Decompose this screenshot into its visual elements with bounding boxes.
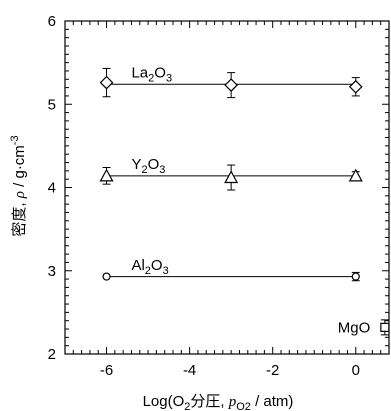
y-tick-label: 4 (48, 180, 56, 197)
x-tick-label: 0 (352, 362, 360, 379)
triangle-marker (99, 168, 114, 182)
diamond-marker (348, 79, 363, 94)
y-axis-label: 密度, ρ / g·cm-3 (9, 135, 28, 236)
series-y2o3: Y2O3 (99, 156, 363, 191)
x-tick-label: -6 (100, 362, 113, 379)
x-axis-label: Log(O2分圧, pO2 / atm) (143, 393, 294, 411)
triangle-marker (348, 168, 363, 182)
tick-labels: -6 -4 -2 0 2 3 4 5 6 (48, 13, 360, 379)
y-tick-label: 3 (48, 263, 56, 280)
y-tick-label: 6 (48, 13, 56, 30)
series-label: Y2O3 (131, 156, 165, 176)
y-tick-label: 5 (48, 96, 56, 113)
series-al2o3: Al2O3 (102, 257, 360, 282)
plot-frame (64, 20, 390, 355)
series-la2o3: La2O3 (99, 65, 363, 99)
series-label: La2O3 (131, 65, 172, 85)
series-label: MgO (338, 319, 371, 336)
x-tick-label: -2 (266, 362, 279, 379)
triangle-marker (224, 170, 239, 184)
circle-marker (351, 272, 360, 281)
series-layer: La2O3 Y2O3 Al2O3 MgO (99, 65, 390, 336)
plot-border (64, 20, 390, 355)
square-marker (380, 322, 390, 332)
diamond-marker (99, 75, 114, 90)
circle-marker (102, 272, 111, 281)
series-label: Al2O3 (131, 257, 168, 277)
axis-ticks (64, 20, 390, 355)
x-tick-label: -4 (183, 362, 196, 379)
diamond-marker (224, 78, 239, 92)
series-mgo: MgO (338, 319, 390, 336)
y-tick-label: 2 (48, 346, 56, 363)
